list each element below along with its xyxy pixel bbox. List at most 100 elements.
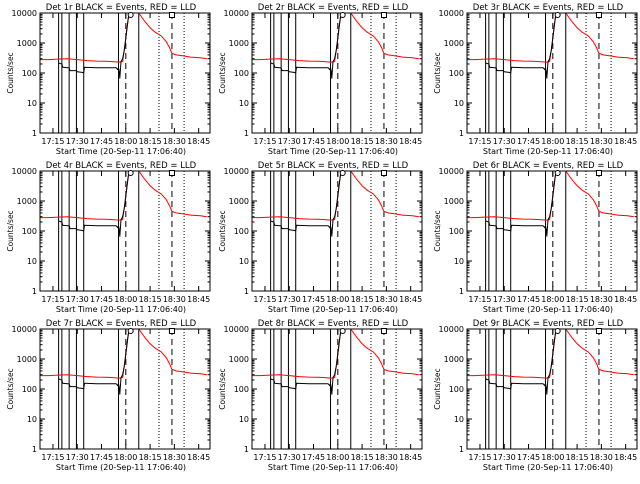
x-tick-label: 17:30 xyxy=(278,453,301,462)
y-tick-label: 10000 xyxy=(439,325,464,334)
x-axis-label: Start Time (20-Sep-11 17:06:40) xyxy=(483,463,613,472)
x-tick-label: 18:15 xyxy=(351,453,374,462)
x-axis-label: Start Time (20-Sep-11 17:06:40) xyxy=(268,305,398,314)
x-tick-label: 18:45 xyxy=(187,295,210,304)
circle-marker xyxy=(554,170,561,176)
y-tick-label: 10000 xyxy=(224,325,249,334)
y-tick-label: 10000 xyxy=(439,167,464,176)
y-tick-label: 10 xyxy=(239,415,249,424)
series-line-events xyxy=(58,329,130,395)
panel-det-4: 1 10 100 1000 10000 17:15 17:30 17:45 18:00 18:15… xyxy=(6,161,211,314)
y-tick-label: 1 xyxy=(459,129,464,138)
circle-marker xyxy=(127,12,134,18)
x-tick-label: 18:00 xyxy=(326,453,349,462)
y-tick-label: 10000 xyxy=(439,9,464,18)
series-line-lld xyxy=(40,329,207,379)
x-tick-label: 18:00 xyxy=(326,295,349,304)
y-tick-label: 1000 xyxy=(17,39,37,48)
y-axis-label: Counts/sec xyxy=(218,52,227,93)
x-tick-label: 18:45 xyxy=(399,295,422,304)
panel-det-1: 1 10 100 1000 10000 17:15 17:30 17:45 18:00 18:15… xyxy=(6,3,211,156)
x-tick-label: 18:30 xyxy=(375,453,398,462)
panel-title: Det 3r BLACK = Events, RED = LLD xyxy=(473,3,624,13)
y-tick-label: 100 xyxy=(449,385,464,394)
series-line-lld xyxy=(252,13,419,63)
x-tick-label: 18:00 xyxy=(541,137,564,146)
x-tick-label: 18:00 xyxy=(326,137,349,146)
square-marker xyxy=(380,12,387,18)
panel-title: Det 1r BLACK = Events, RED = LLD xyxy=(46,3,197,13)
x-tick-label: 18:15 xyxy=(566,453,589,462)
x-tick-label: 17:15 xyxy=(468,295,491,304)
panel-title: Det 9r BLACK = Events, RED = LLD xyxy=(473,319,624,329)
x-tick-label: 17:45 xyxy=(302,295,325,304)
x-tick-label: 17:15 xyxy=(468,453,491,462)
y-axis-label: Counts/sec xyxy=(6,368,15,409)
x-tick-label: 17:15 xyxy=(253,137,276,146)
series-line-events xyxy=(485,329,557,395)
x-tick-label: 17:45 xyxy=(517,453,540,462)
square-marker xyxy=(168,12,175,18)
series-line-events xyxy=(485,13,557,79)
square-marker xyxy=(595,12,602,18)
y-tick-label: 1000 xyxy=(229,197,249,206)
y-tick-label: 10000 xyxy=(224,167,249,176)
circle-marker xyxy=(339,170,346,176)
panel-title: Det 2r BLACK = Events, RED = LLD xyxy=(258,3,409,13)
series-line-events xyxy=(270,329,342,395)
x-tick-label: 17:45 xyxy=(90,453,113,462)
x-tick-label: 17:30 xyxy=(493,137,516,146)
circle-marker xyxy=(339,12,346,18)
y-axis-label: Counts/sec xyxy=(433,52,442,93)
x-tick-label: 17:30 xyxy=(66,295,89,304)
x-tick-label: 18:15 xyxy=(566,295,589,304)
x-tick-label: 18:45 xyxy=(399,453,422,462)
x-tick-label: 18:00 xyxy=(114,137,137,146)
y-tick-label: 100 xyxy=(234,385,249,394)
x-tick-label: 18:45 xyxy=(399,137,422,146)
x-tick-label: 18:00 xyxy=(114,453,137,462)
y-tick-label: 10 xyxy=(454,99,464,108)
x-tick-label: 17:15 xyxy=(41,137,64,146)
y-tick-label: 10000 xyxy=(224,9,249,18)
x-tick-label: 18:00 xyxy=(114,295,137,304)
y-tick-label: 100 xyxy=(234,227,249,236)
x-axis-label: Start Time (20-Sep-11 17:06:40) xyxy=(56,147,186,156)
y-tick-label: 10 xyxy=(27,415,37,424)
y-axis-label: Counts/sec xyxy=(218,368,227,409)
x-tick-label: 17:30 xyxy=(66,137,89,146)
series-line-lld xyxy=(40,13,207,63)
x-tick-label: 18:45 xyxy=(187,137,210,146)
x-tick-label: 18:15 xyxy=(139,453,162,462)
circle-marker xyxy=(127,170,134,176)
y-tick-label: 100 xyxy=(22,69,37,78)
x-axis-label: Start Time (20-Sep-11 17:06:40) xyxy=(56,305,186,314)
square-marker xyxy=(168,328,175,334)
panel-det-2: 1 10 100 1000 10000 17:15 17:30 17:45 18:00 18:15… xyxy=(218,3,423,156)
x-tick-label: 17:15 xyxy=(41,453,64,462)
series-line-lld xyxy=(467,13,634,63)
panel-title: Det 5r BLACK = Events, RED = LLD xyxy=(258,161,409,171)
y-axis-label: Counts/sec xyxy=(6,52,15,93)
x-tick-label: 17:45 xyxy=(302,137,325,146)
y-tick-label: 10 xyxy=(27,257,37,266)
y-tick-label: 1 xyxy=(32,129,37,138)
x-tick-label: 18:30 xyxy=(163,295,186,304)
y-tick-label: 1 xyxy=(459,445,464,454)
y-tick-label: 1000 xyxy=(17,197,37,206)
x-tick-label: 18:15 xyxy=(139,137,162,146)
x-axis-label: Start Time (20-Sep-11 17:06:40) xyxy=(268,463,398,472)
y-tick-label: 1000 xyxy=(444,39,464,48)
x-tick-label: 18:45 xyxy=(614,137,637,146)
x-tick-label: 18:30 xyxy=(163,453,186,462)
circle-marker xyxy=(127,328,134,334)
panel-title: Det 8r BLACK = Events, RED = LLD xyxy=(258,319,409,329)
x-tick-label: 17:15 xyxy=(253,453,276,462)
x-tick-label: 18:30 xyxy=(375,295,398,304)
x-tick-label: 17:45 xyxy=(517,137,540,146)
x-tick-label: 17:15 xyxy=(253,295,276,304)
y-tick-label: 1 xyxy=(32,445,37,454)
y-axis-label: Counts/sec xyxy=(433,368,442,409)
x-tick-label: 17:45 xyxy=(90,295,113,304)
